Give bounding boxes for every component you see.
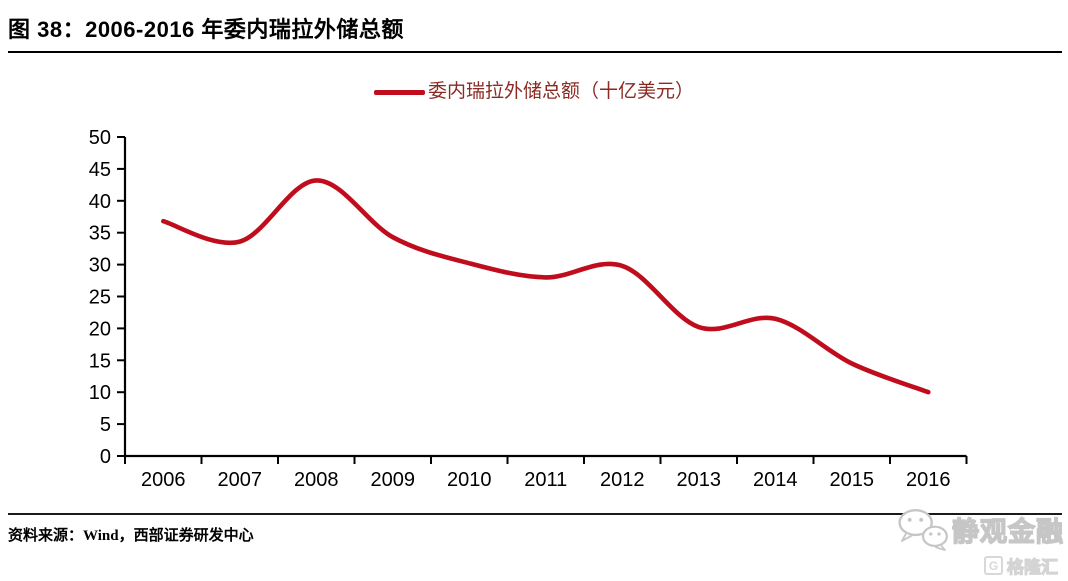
y-axis-tick-label: 25 bbox=[89, 287, 111, 309]
figure-title: 图 38：2006-2016 年委内瑞拉外储总额 bbox=[8, 17, 404, 42]
x-axis-tick-label: 2011 bbox=[524, 469, 567, 491]
series-line-venezuela-reserves bbox=[161, 178, 931, 395]
gelonghui-watermark-row: G 格隆汇 bbox=[850, 553, 1064, 578]
watermark-account-name: 静观金融 bbox=[951, 516, 1064, 547]
y-axis-tick-label: 15 bbox=[89, 350, 111, 372]
x-axis-tick-label: 2012 bbox=[600, 469, 645, 491]
y-axis-tick-label: 0 bbox=[100, 446, 111, 468]
y-axis-tick-label: 20 bbox=[89, 318, 111, 340]
line-chart: 0 5 10 15 20 25 30 35 40 45 50 2006 2007 2008 2009 2010… bbox=[89, 127, 968, 491]
chart-legend: 委内瑞拉外储总额（十亿美元） bbox=[0, 81, 1068, 103]
title-divider bbox=[8, 51, 1062, 53]
x-axis-tick-label: 2015 bbox=[830, 469, 875, 491]
y-axis-tick-label: 5 bbox=[100, 414, 111, 436]
legend-line-swatch bbox=[373, 89, 425, 95]
x-axis-tick-label: 2010 bbox=[447, 469, 492, 491]
y-axis-tick-label: 45 bbox=[89, 159, 111, 181]
y-axis-tick-label: 40 bbox=[89, 191, 111, 213]
x-axis-tick-label: 2007 bbox=[218, 469, 263, 491]
y-axis-tick-label: 30 bbox=[89, 255, 111, 277]
y-axis-tick-label: 35 bbox=[89, 223, 111, 245]
x-axis-tick-label: 2006 bbox=[141, 469, 186, 491]
footer-divider bbox=[8, 513, 1062, 515]
legend-label: 委内瑞拉外储总额（十亿美元） bbox=[427, 81, 694, 102]
y-axis-tick-label: 50 bbox=[89, 127, 111, 149]
gelonghui-logo-text: 格隆汇 bbox=[1006, 557, 1058, 577]
source-note: 资料来源：Wind，西部证券研发中心 bbox=[8, 528, 254, 544]
x-axis-tick-label: 2013 bbox=[677, 469, 722, 491]
x-axis-tick-label: 2014 bbox=[753, 469, 798, 491]
wechat-watermark-row: 静观金融 bbox=[850, 507, 1064, 551]
x-axis-tick-label: 2009 bbox=[371, 469, 416, 491]
wechat-icon bbox=[898, 509, 948, 551]
y-axis-tick-label: 10 bbox=[89, 382, 111, 404]
watermark: 静观金融 G 格隆汇 bbox=[850, 507, 1064, 578]
gelonghui-logo-icon: G bbox=[984, 556, 1003, 575]
x-axis-tick-label: 2008 bbox=[294, 469, 339, 491]
x-axis-tick-label: 2016 bbox=[906, 469, 951, 491]
